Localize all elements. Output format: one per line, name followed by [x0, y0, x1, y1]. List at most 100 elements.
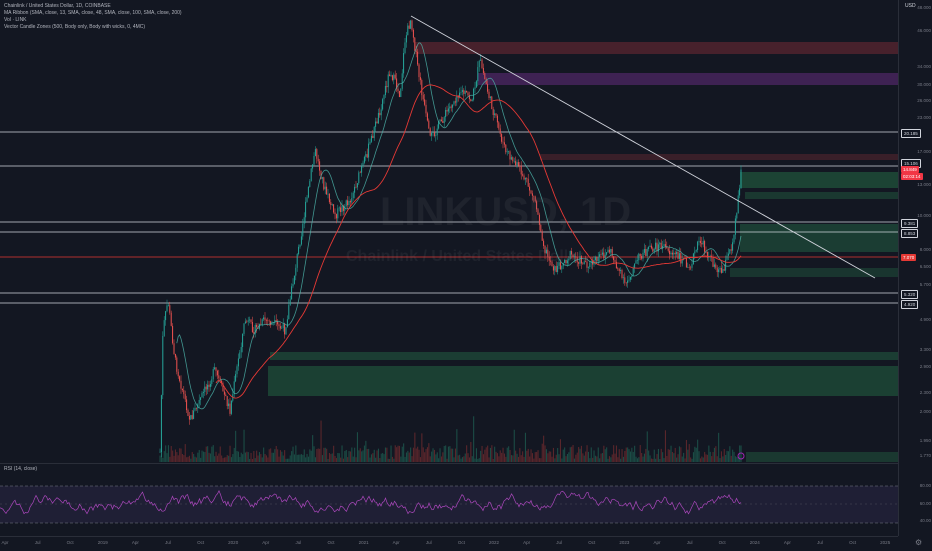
- candle-body: [495, 113, 497, 116]
- price-axis[interactable]: USD 48.000 46.000 34.000 30.000 26.000 23.000…: [898, 0, 932, 536]
- candle-body: [380, 109, 382, 116]
- candle-body: [303, 217, 305, 224]
- candle-body: [624, 277, 626, 283]
- volume-bar: [473, 416, 475, 462]
- volume-bar: [383, 454, 385, 462]
- main-chart-pane[interactable]: Chainlink / United States Dollar, 1D, CO…: [0, 0, 898, 462]
- candle-body: [410, 20, 412, 29]
- legend-vector-zones[interactable]: Vector Candle Zones (500, Body only, Bod…: [4, 24, 146, 30]
- volume-bar: [659, 458, 661, 462]
- candle-body: [250, 319, 252, 322]
- candle-body: [534, 196, 536, 202]
- volume-bar: [257, 455, 259, 462]
- candle-body: [669, 250, 671, 255]
- candle-body: [596, 256, 598, 262]
- volume-bar: [733, 451, 735, 462]
- candle-body: [292, 283, 294, 287]
- candle-body: [657, 244, 659, 252]
- rsi-pane[interactable]: RSI (14, close): [0, 463, 898, 537]
- candle-body: [608, 249, 610, 253]
- time-axis-label: 2024: [749, 540, 760, 545]
- price-chart[interactable]: [0, 0, 898, 462]
- price-axis-label: 13.000: [917, 182, 931, 187]
- volume-bar: [589, 458, 591, 462]
- candle-body: [386, 85, 388, 88]
- candle-body: [216, 370, 218, 376]
- candle-body: [545, 249, 547, 254]
- price-axis-label: 2.900: [919, 364, 931, 369]
- trendline[interactable]: [410, 15, 876, 279]
- volume-bar: [246, 451, 248, 462]
- volume-bar: [410, 447, 412, 462]
- volume-bar: [552, 447, 554, 462]
- candle-body: [582, 263, 584, 265]
- volume-bar: [396, 447, 398, 462]
- legend-symbol[interactable]: Chainlink / United States Dollar, 1D, CO…: [4, 3, 111, 9]
- legend-volume[interactable]: Vol · LINK: [4, 17, 27, 23]
- volume-bar: [555, 454, 557, 462]
- volume-bar: [191, 452, 193, 462]
- candle-body: [692, 253, 694, 265]
- volume-bar: [550, 451, 552, 462]
- volume-bar: [363, 445, 365, 462]
- volume-bar: [436, 452, 438, 462]
- rsi-legend[interactable]: RSI (14, close): [4, 466, 38, 472]
- candle-body: [487, 84, 489, 92]
- candle-body: [554, 266, 556, 271]
- candle-body: [499, 128, 501, 134]
- candle-body: [491, 96, 493, 110]
- candle-body: [281, 327, 283, 329]
- candle-body: [606, 252, 608, 255]
- candle-body: [244, 321, 246, 324]
- volume-bar: [694, 446, 696, 462]
- rsi-chart[interactable]: [0, 464, 898, 537]
- volume-bar: [180, 448, 182, 462]
- alert-marker[interactable]: [737, 452, 745, 460]
- volume-bar: [466, 445, 468, 462]
- legend-ma-ribbon[interactable]: MA Ribbon (SMA, close, 13, SMA, close, 4…: [4, 10, 182, 16]
- candle-body: [426, 113, 428, 121]
- currency-button[interactable]: USD: [905, 3, 916, 9]
- candle-body: [181, 388, 183, 391]
- volume-bar: [632, 451, 634, 462]
- candle-body: [396, 78, 398, 89]
- candle-body: [284, 324, 286, 335]
- volume-bar: [370, 454, 372, 462]
- candle-body: [460, 91, 462, 93]
- settings-gear-icon[interactable]: ⚙: [915, 538, 923, 547]
- volume-bar: [232, 454, 234, 462]
- candle-body: [324, 186, 326, 190]
- candle-body: [463, 90, 465, 94]
- volume-bar: [585, 451, 587, 462]
- volume-bar: [673, 453, 675, 462]
- time-axis[interactable]: Apr Jul Oct 2019 Apr Jul Oct 2020 Apr Jul Oct 2021 A…: [0, 536, 898, 551]
- volume-bar: [719, 458, 721, 462]
- volume-bar: [471, 456, 473, 462]
- volume-bar: [481, 445, 483, 462]
- candle-body: [202, 391, 204, 393]
- price-axis-label: 48.000: [917, 5, 931, 10]
- zone-red-upper: [415, 42, 898, 54]
- candle-body: [530, 190, 532, 194]
- volume-bar: [713, 447, 715, 462]
- volume-bar: [177, 455, 179, 462]
- candle-body: [377, 112, 379, 124]
- candle-body: [375, 121, 377, 127]
- candle-body: [705, 251, 707, 253]
- volume-bar: [426, 447, 428, 462]
- volume-bar: [352, 456, 354, 462]
- candle-body: [345, 200, 347, 206]
- volume-bar: [593, 450, 595, 462]
- volume-bar: [244, 452, 246, 462]
- volume-bar: [450, 448, 452, 462]
- candle-body: [254, 324, 256, 334]
- volume-bar: [375, 457, 377, 462]
- candle-body: [635, 260, 637, 264]
- candle-body: [681, 259, 683, 264]
- candle-body: [230, 400, 232, 414]
- candle-body: [548, 256, 550, 261]
- volume-bar: [676, 457, 678, 462]
- time-axis-label: Oct: [588, 540, 596, 545]
- volume-bar: [711, 456, 713, 462]
- volume-bar: [256, 450, 258, 462]
